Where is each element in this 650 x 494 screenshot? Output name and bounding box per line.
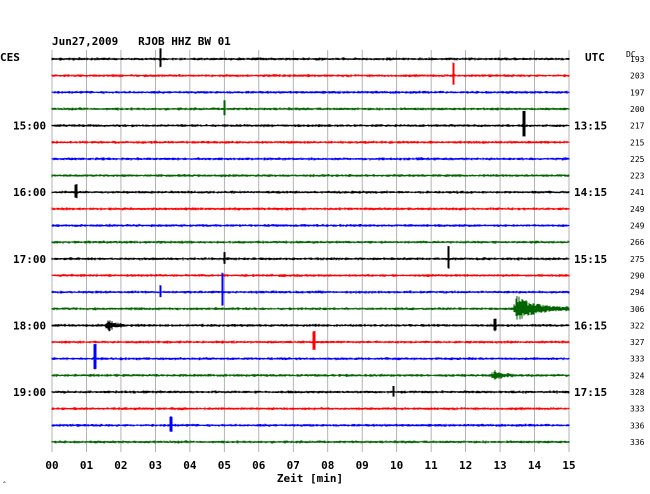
trace-row-19 [51, 370, 570, 380]
left-time-17:00: 17:00 [13, 253, 46, 266]
dc-value-row-19: 324 [630, 371, 645, 380]
dc-value-row-15: 306 [630, 305, 645, 314]
x-tick-13: 13 [493, 459, 506, 472]
trace-row-9 [51, 207, 570, 211]
x-tick-15: 15 [562, 459, 575, 472]
dc-value-row-17: 327 [630, 338, 645, 347]
trace-row-20 [51, 386, 570, 397]
dc-values: 193 203 197 200 217 215 225 223 241 249 249 266 275 2… [630, 55, 645, 447]
left-time-19:00: 19:00 [13, 386, 46, 399]
x-tick-labels: 00 01 02 03 04 05 06 07 08 09 10 11 12 13 14 15 [45, 459, 575, 472]
dc-value-row-21: 333 [630, 405, 645, 414]
dc-value-row-12: 275 [630, 255, 645, 264]
left-time-18:00: 18:00 [13, 319, 46, 332]
trace-row-5 [51, 140, 570, 144]
trace-row-7 [51, 173, 570, 178]
dc-value-row-9: 249 [630, 205, 645, 214]
dc-value-row-7: 223 [630, 172, 645, 181]
x-tick-14: 14 [528, 459, 542, 472]
minute-gridlines [51, 50, 570, 452]
trace-row-3 [51, 100, 570, 116]
x-tick-08: 08 [321, 459, 334, 472]
dc-value-row-4: 217 [630, 122, 645, 131]
trace-row-10 [51, 223, 570, 228]
trace-row-17 [51, 331, 570, 350]
x-tick-00: 00 [45, 459, 58, 472]
left-time-labels: 15:00 16:00 17:00 18:00 19:00 [13, 120, 46, 399]
trace-row-18 [51, 343, 570, 370]
dc-value-row-13: 290 [630, 271, 645, 280]
x-tick-11: 11 [425, 459, 439, 472]
x-tick-03: 03 [149, 459, 162, 472]
dc-value-row-16: 322 [630, 321, 645, 330]
dc-value-row-10: 249 [630, 222, 645, 231]
trace-row-11 [51, 240, 570, 244]
trace-row-12 [51, 246, 570, 269]
dc-value-row-2: 197 [630, 88, 645, 97]
dc-value-row-18: 333 [630, 355, 645, 364]
x-tick-07: 07 [287, 459, 300, 472]
trace-row-2 [51, 90, 570, 94]
dc-value-row-14: 294 [630, 288, 645, 297]
dc-value-row-1: 203 [630, 72, 645, 81]
left-zone-label: CES [0, 51, 20, 64]
dc-value-row-22: 336 [630, 421, 645, 430]
trace-group [51, 48, 570, 444]
trace-row-22 [51, 416, 570, 432]
dc-value-row-23: 336 [630, 438, 645, 447]
trace-row-6 [51, 157, 570, 161]
dc-value-row-5: 215 [630, 138, 645, 147]
x-tick-06: 06 [252, 459, 266, 472]
chart-title: Jun27,2009 RJOB HHZ BW 01 [52, 35, 231, 48]
x-tick-12: 12 [459, 459, 472, 472]
trace-row-8 [51, 184, 570, 199]
trace-row-14 [51, 272, 570, 306]
x-tick-05: 05 [218, 459, 231, 472]
x-tick-01: 01 [80, 459, 94, 472]
right-time-labels: 13:15 14:15 15:15 16:15 17:15 [574, 120, 607, 399]
left-time-16:00: 16:00 [13, 186, 46, 199]
trace-row-23 [51, 440, 570, 444]
dc-label: DC [626, 50, 636, 59]
dc-value-row-3: 200 [630, 105, 645, 114]
trace-row-0 [51, 48, 570, 68]
dc-value-row-0: 193 [630, 55, 645, 64]
trace-row-21 [51, 407, 570, 411]
right-time-13:15: 13:15 [574, 120, 607, 133]
right-time-16:15: 16:15 [574, 319, 607, 332]
trace-row-16 [51, 318, 570, 332]
x-tick-04: 04 [183, 459, 197, 472]
right-time-14:15: 14:15 [574, 186, 607, 199]
x-tick-02: 02 [114, 459, 127, 472]
left-time-15:00: 15:00 [13, 120, 46, 133]
x-tick-10: 10 [390, 459, 403, 472]
right-time-15:15: 15:15 [574, 253, 607, 266]
dc-value-row-6: 225 [630, 155, 645, 164]
x-axis-label: Zeit [min] [277, 472, 343, 485]
right-time-17:15: 17:15 [574, 386, 607, 399]
trace-row-15 [51, 296, 570, 320]
x-tick-09: 09 [356, 459, 369, 472]
trace-row-4 [51, 110, 570, 137]
right-zone-label: UTC [585, 51, 605, 64]
trace-row-13 [51, 273, 570, 278]
dc-value-row-8: 241 [630, 188, 645, 197]
dc-value-row-11: 266 [630, 238, 645, 247]
trace-row-1 [51, 62, 570, 85]
footer-mark: ˆ [2, 480, 7, 490]
dc-value-row-20: 328 [630, 388, 645, 397]
